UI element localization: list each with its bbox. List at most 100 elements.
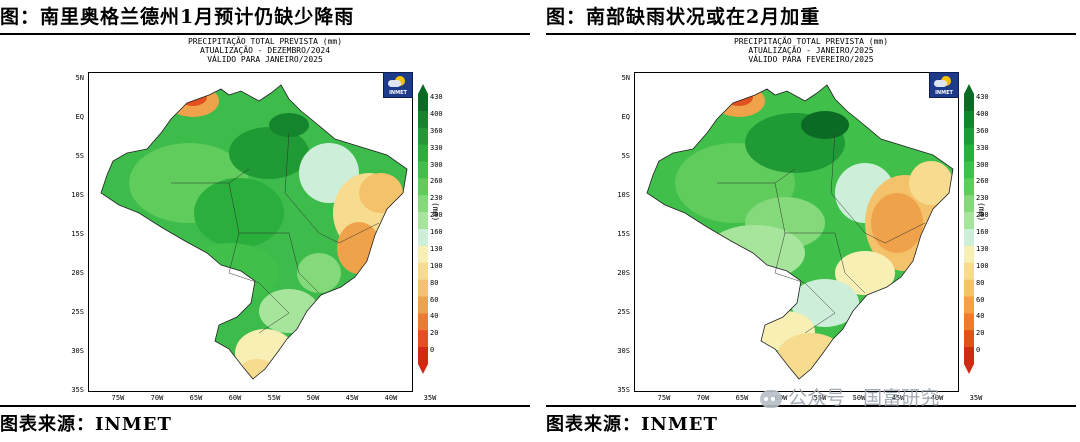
colorbar-segment: [418, 94, 428, 112]
cloud-icon: [388, 80, 401, 87]
colorbar-bottom-arrow: [964, 364, 974, 374]
lon-label: 50W: [852, 394, 866, 402]
colorbar-segment: [964, 279, 974, 297]
lat-label: 15S: [71, 230, 84, 238]
lat-label: 5N: [621, 74, 630, 82]
lon-label: 65W: [735, 394, 749, 402]
lon-label: 75W: [657, 394, 671, 402]
lat-label: 10S: [617, 191, 630, 199]
lat-label: EQ: [75, 113, 84, 121]
lon-label: 55W: [267, 394, 281, 402]
colorbar-tick-label: 40: [430, 312, 439, 321]
precipitation-map: [634, 72, 959, 392]
colorbar-tick-label: 260: [430, 177, 443, 186]
colorbar-tick-label: 330: [430, 143, 443, 152]
colorbar-segment: [418, 229, 428, 247]
colorbar-tick-label: 40: [976, 312, 985, 321]
colorbar-segment: [964, 245, 974, 264]
lat-label: 35S: [617, 386, 630, 394]
colorbar-tick-label: 360: [430, 126, 443, 135]
map-header-line: ATUALIZAÇÃO - JANEIRO/2025: [748, 46, 874, 55]
colorbar-segment: [418, 330, 428, 348]
lat-label: 35S: [71, 386, 84, 394]
lon-label: 70W: [696, 394, 710, 402]
colorbar-tick-label: 430: [976, 93, 989, 101]
colorbar-segment: [964, 229, 974, 247]
colorbar-tick-label: 80: [430, 278, 439, 287]
lat-label: 25S: [617, 308, 630, 316]
precipitation-map: [88, 72, 413, 392]
colorbar-segment: [964, 296, 974, 314]
colorbar-tick-label: 300: [976, 160, 989, 169]
colorbar-tick-label: 230: [976, 194, 989, 203]
lon-label: 35W: [969, 394, 983, 402]
colorbar-segment: [418, 212, 428, 230]
lat-label: EQ: [621, 113, 630, 121]
lon-label: 40W: [930, 394, 944, 402]
lon-label: 65W: [189, 394, 203, 402]
colorbar-segment: [418, 195, 428, 213]
lat-label: 15S: [617, 230, 630, 238]
colorbar-tick-label: 100: [976, 261, 989, 270]
inmet-logo-text: INMET: [389, 90, 407, 96]
panel-title: 图：南里奥格兰德州1月预计仍缺少降雨: [0, 6, 355, 28]
map-header-line: ATUALIZAÇÃO - DEZEMBRO/2024: [199, 46, 331, 55]
lat-label: 20S: [617, 269, 630, 277]
colorbar: [964, 84, 974, 374]
colorbar-tick-label: 360: [976, 126, 989, 135]
colorbar-segment: [418, 279, 428, 297]
lon-label: 45W: [891, 394, 905, 402]
colorbar-tick-label: 80: [976, 278, 985, 287]
colorbar-tick-label: 60: [430, 295, 439, 304]
colorbar-top-arrow: [418, 84, 428, 94]
lon-label: 45W: [345, 394, 359, 402]
colorbar-tick-label: 20: [430, 329, 439, 338]
colorbar-tick-label: 430: [430, 93, 443, 101]
colorbar-segment: [964, 347, 974, 365]
colorbar-tick-label: 0: [430, 346, 435, 355]
colorbar-segment: [418, 127, 428, 146]
colorbar-top-arrow: [964, 84, 974, 94]
colorbar-segment: [418, 144, 428, 162]
colorbar-tick-label: 260: [976, 177, 989, 186]
colorbar-segment: [964, 212, 974, 230]
colorbar-segment: [418, 313, 428, 331]
map-header-line: PRECIPITAÇÃO TOTAL PREVISTA (mm): [733, 37, 889, 46]
colorbar: [418, 84, 428, 374]
lat-label: 25S: [71, 308, 84, 316]
lat-label: 10S: [71, 191, 84, 199]
cloud-icon: [934, 80, 947, 87]
source-note: 图表来源：INMET: [0, 414, 172, 435]
colorbar-tick-label: 160: [430, 228, 443, 236]
colorbar-segment: [964, 144, 974, 162]
inmet-logo: INMET: [383, 72, 413, 98]
divider: [0, 33, 530, 35]
lat-label: 5S: [621, 152, 630, 160]
colorbar-segment: [418, 347, 428, 365]
colorbar-segment: [418, 178, 428, 196]
colorbar-unit: (mm): [431, 202, 440, 222]
colorbar-segment: [964, 313, 974, 331]
watermark-text: 公众号 · 国富研究: [788, 387, 940, 409]
inmet-logo-text: INMET: [935, 90, 953, 96]
divider: [546, 33, 1076, 35]
colorbar-tick-label: 60: [976, 295, 985, 304]
lat-label: 5S: [75, 152, 84, 160]
colorbar-tick-label: 160: [976, 228, 989, 236]
colorbar-tick-label: 20: [976, 329, 985, 338]
colorbar-tick-label: 200: [430, 211, 443, 220]
colorbar-segment: [964, 178, 974, 196]
colorbar-tick-label: 400: [976, 109, 989, 118]
lon-label: 60W: [228, 394, 242, 402]
colorbar-tick-label: 130: [976, 244, 989, 253]
colorbar-tick-label: 200: [976, 211, 989, 220]
colorbar-tick-label: 330: [976, 143, 989, 152]
wechat-icon: [760, 389, 782, 408]
lat-label: 5N: [75, 74, 84, 82]
map-header-line: PRECIPITAÇÃO TOTAL PREVISTA (mm): [187, 37, 343, 46]
colorbar-segment: [418, 245, 428, 264]
map-header-line: VÁLIDO PARA JANEIRO/2025: [207, 55, 323, 64]
lon-label: 55W: [813, 394, 827, 402]
colorbar-segment: [964, 262, 974, 281]
map-header-line: VÁLIDO PARA FEVEREIRO/2025: [748, 55, 874, 64]
